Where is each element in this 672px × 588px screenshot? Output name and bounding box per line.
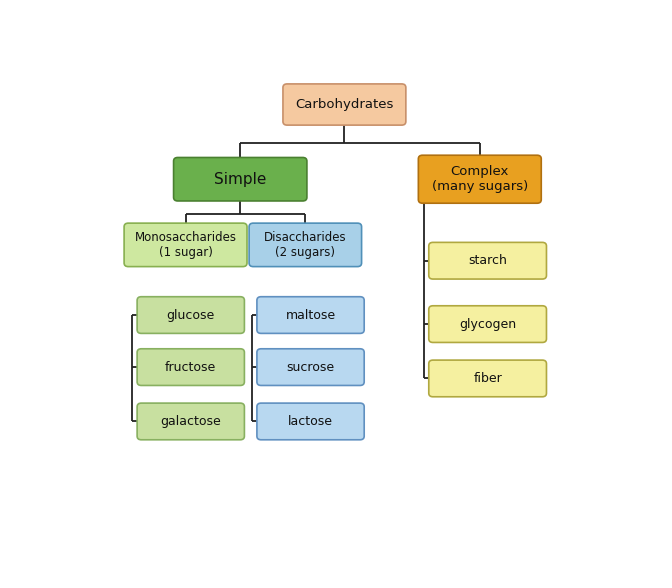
Text: fiber: fiber <box>473 372 502 385</box>
Text: fructose: fructose <box>165 360 216 373</box>
Text: lactose: lactose <box>288 415 333 428</box>
FancyBboxPatch shape <box>137 349 245 386</box>
FancyBboxPatch shape <box>137 403 245 440</box>
Text: maltose: maltose <box>286 309 335 322</box>
FancyBboxPatch shape <box>283 84 406 125</box>
FancyBboxPatch shape <box>419 155 541 203</box>
Text: Simple: Simple <box>214 172 266 187</box>
Text: glycogen: glycogen <box>459 318 516 330</box>
Text: Carbohydrates: Carbohydrates <box>295 98 394 111</box>
Text: Complex
(many sugars): Complex (many sugars) <box>431 165 528 193</box>
FancyBboxPatch shape <box>137 297 245 333</box>
FancyBboxPatch shape <box>429 306 546 342</box>
Text: starch: starch <box>468 254 507 267</box>
FancyBboxPatch shape <box>257 349 364 386</box>
Text: Disaccharides
(2 sugars): Disaccharides (2 sugars) <box>264 231 347 259</box>
FancyBboxPatch shape <box>429 360 546 397</box>
Text: sucrose: sucrose <box>286 360 335 373</box>
FancyBboxPatch shape <box>173 158 307 201</box>
FancyBboxPatch shape <box>124 223 247 266</box>
FancyBboxPatch shape <box>257 403 364 440</box>
FancyBboxPatch shape <box>429 242 546 279</box>
Text: glucose: glucose <box>167 309 215 322</box>
FancyBboxPatch shape <box>249 223 362 266</box>
Text: Monosaccharides
(1 sugar): Monosaccharides (1 sugar) <box>134 231 237 259</box>
Text: galactose: galactose <box>161 415 221 428</box>
FancyBboxPatch shape <box>257 297 364 333</box>
